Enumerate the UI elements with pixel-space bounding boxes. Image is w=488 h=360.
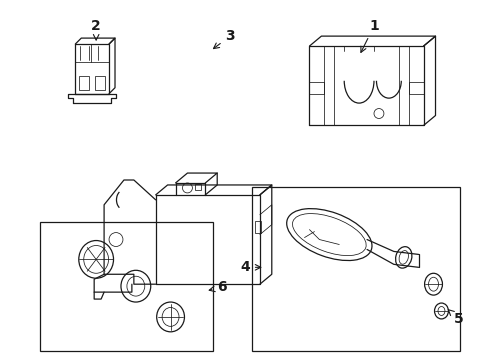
Text: 2: 2	[91, 19, 101, 40]
Bar	[309, 82, 324, 94]
Bar	[95, 76, 105, 90]
Bar	[195, 184, 201, 190]
Text: 1: 1	[360, 19, 378, 52]
Text: 6: 6	[209, 280, 226, 294]
Text: 4: 4	[240, 260, 260, 274]
Text: 3: 3	[213, 29, 234, 49]
Bar	[254, 221, 260, 233]
Bar	[408, 82, 423, 94]
Bar	[251, 187, 459, 351]
Text: 5: 5	[447, 310, 462, 326]
Bar	[40, 222, 213, 351]
Bar	[79, 76, 89, 90]
